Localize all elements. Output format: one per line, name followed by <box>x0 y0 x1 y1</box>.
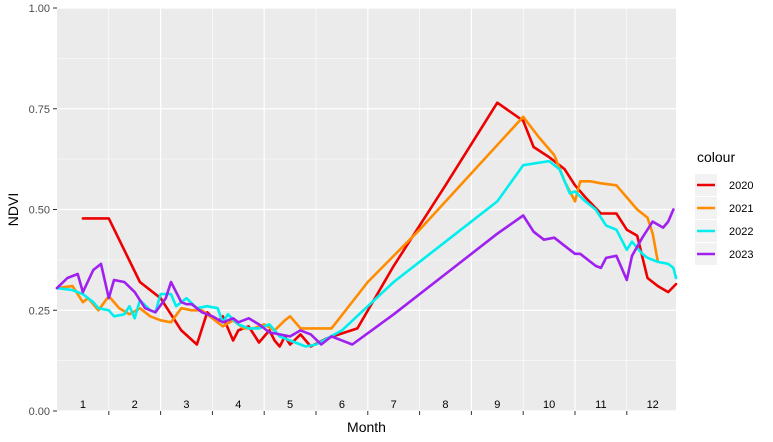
legend: colour 2020 2021 2022 2023 <box>695 149 753 265</box>
month-label: 5 <box>287 399 293 411</box>
x-axis-title: Month <box>347 419 386 435</box>
month-label: 1 <box>80 399 86 411</box>
y-axis: 0.00 0.25 0.50 0.75 1.00 <box>29 3 57 418</box>
month-label: 8 <box>442 399 448 411</box>
y-tick-label: 0.00 <box>29 406 50 418</box>
month-label: 10 <box>543 399 555 411</box>
month-label: 9 <box>494 399 500 411</box>
month-labels: 1 2 3 4 5 6 7 8 9 10 11 12 <box>80 399 659 411</box>
y-tick-label: 0.50 <box>29 205 50 217</box>
series-line-2022 <box>55 159 678 348</box>
month-label: 2 <box>132 399 138 411</box>
legend-title: colour <box>697 149 735 165</box>
y-tick-label: 1.00 <box>29 3 50 15</box>
series-line-2023 <box>55 208 675 346</box>
legend-label-2023: 2023 <box>729 249 753 261</box>
month-label: 6 <box>339 399 345 411</box>
legend-label-2020: 2020 <box>729 180 753 192</box>
month-label: 7 <box>391 399 397 411</box>
legend-label-2021: 2021 <box>729 203 753 215</box>
month-label: 11 <box>595 399 606 411</box>
month-label: 4 <box>235 399 241 411</box>
series-lines <box>55 101 678 348</box>
legend-label-2022: 2022 <box>729 226 753 238</box>
month-label: 12 <box>647 399 659 411</box>
y-tick-label: 0.25 <box>29 305 50 317</box>
x-axis <box>108 411 628 415</box>
y-axis-title: NDVI <box>5 193 21 226</box>
y-tick-label: 0.75 <box>29 104 50 116</box>
month-label: 3 <box>183 399 189 411</box>
